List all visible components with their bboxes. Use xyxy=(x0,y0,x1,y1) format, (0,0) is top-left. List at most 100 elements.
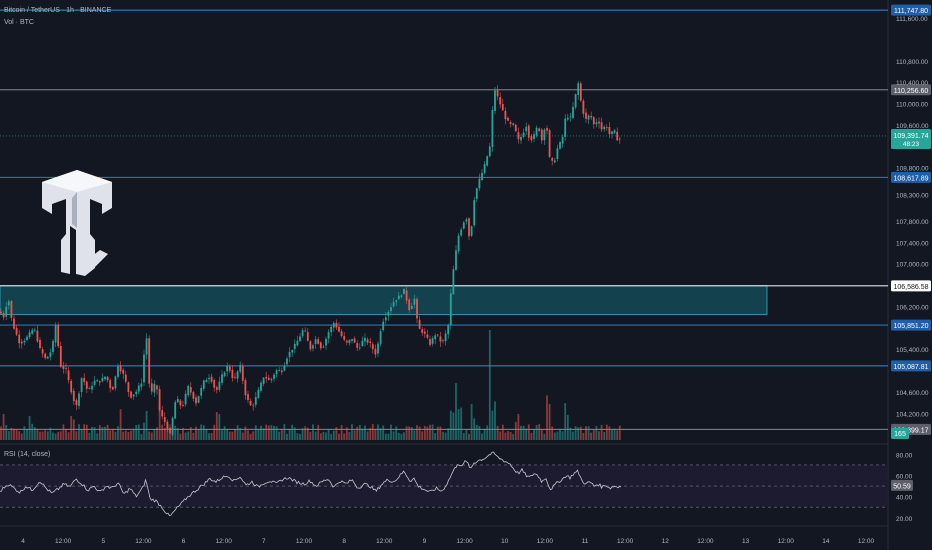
candle[interactable] xyxy=(262,377,265,384)
candle[interactable] xyxy=(283,365,286,371)
candle[interactable] xyxy=(408,299,411,311)
candle[interactable] xyxy=(499,97,502,105)
candle[interactable] xyxy=(36,330,39,342)
volume-legend[interactable]: Vol · BTC xyxy=(4,19,34,26)
candle[interactable] xyxy=(26,336,28,340)
candle[interactable] xyxy=(447,325,450,335)
candle[interactable] xyxy=(403,288,405,294)
candle[interactable] xyxy=(390,307,392,312)
candle[interactable] xyxy=(595,122,598,125)
candle[interactable] xyxy=(569,116,572,118)
candle[interactable] xyxy=(470,226,473,236)
candle[interactable] xyxy=(161,410,164,417)
candle[interactable] xyxy=(127,382,130,393)
candle[interactable] xyxy=(434,335,437,340)
candle[interactable] xyxy=(140,383,143,387)
candle[interactable] xyxy=(608,126,611,135)
candle[interactable] xyxy=(322,346,325,348)
candle[interactable] xyxy=(574,94,577,108)
candle[interactable] xyxy=(556,148,559,160)
candle[interactable] xyxy=(231,370,234,379)
candle[interactable] xyxy=(257,389,260,398)
candle[interactable] xyxy=(351,339,353,341)
candle[interactable] xyxy=(504,110,507,120)
candle[interactable] xyxy=(566,117,569,120)
candle[interactable] xyxy=(421,329,424,333)
candle[interactable] xyxy=(605,127,608,129)
candle[interactable] xyxy=(384,317,387,321)
candle[interactable] xyxy=(327,332,330,339)
candle[interactable] xyxy=(208,377,210,380)
candle[interactable] xyxy=(171,417,174,435)
candle[interactable] xyxy=(465,219,468,222)
candle[interactable] xyxy=(561,136,564,144)
candle[interactable] xyxy=(153,383,156,393)
candle[interactable] xyxy=(41,349,44,354)
candle[interactable] xyxy=(374,348,377,355)
candle[interactable] xyxy=(410,305,413,309)
candle[interactable] xyxy=(192,392,195,399)
candle[interactable] xyxy=(538,128,541,131)
candle[interactable] xyxy=(483,164,486,173)
candle[interactable] xyxy=(33,329,36,331)
candle[interactable] xyxy=(325,338,327,346)
candle[interactable] xyxy=(96,380,99,382)
candle[interactable] xyxy=(101,378,104,382)
candle[interactable] xyxy=(280,370,283,373)
candle[interactable] xyxy=(218,381,221,390)
candle[interactable] xyxy=(397,295,400,300)
candle[interactable] xyxy=(358,347,361,349)
candle[interactable] xyxy=(551,157,554,161)
candle[interactable] xyxy=(267,377,270,380)
price-pane[interactable] xyxy=(0,0,889,550)
candle[interactable] xyxy=(23,340,26,343)
candle[interactable] xyxy=(10,301,13,318)
candle[interactable] xyxy=(512,123,515,125)
candle[interactable] xyxy=(296,340,299,346)
candle[interactable] xyxy=(603,126,606,130)
rsi-line[interactable] xyxy=(0,451,622,517)
candle[interactable] xyxy=(169,427,171,434)
candle[interactable] xyxy=(439,336,442,342)
candle[interactable] xyxy=(244,380,247,396)
candle[interactable] xyxy=(200,387,203,396)
candle[interactable] xyxy=(7,301,10,306)
candle[interactable] xyxy=(309,341,312,350)
candle[interactable] xyxy=(444,333,447,342)
candle[interactable] xyxy=(317,339,320,344)
candle[interactable] xyxy=(395,300,398,302)
candle[interactable] xyxy=(462,222,465,229)
candle[interactable] xyxy=(382,321,385,330)
candle[interactable] xyxy=(600,122,603,130)
candle[interactable] xyxy=(312,345,314,349)
candle[interactable] xyxy=(579,83,582,101)
candle[interactable] xyxy=(288,351,291,358)
candle[interactable] xyxy=(286,358,288,365)
candle[interactable] xyxy=(413,298,416,305)
candle[interactable] xyxy=(93,380,96,385)
candle[interactable] xyxy=(525,126,528,132)
candle[interactable] xyxy=(197,396,200,403)
candle[interactable] xyxy=(611,131,613,134)
candle[interactable] xyxy=(252,405,255,407)
candle[interactable] xyxy=(265,376,268,379)
candle[interactable] xyxy=(514,124,517,132)
candle[interactable] xyxy=(319,342,322,349)
candle[interactable] xyxy=(392,302,395,307)
candle[interactable] xyxy=(457,235,460,252)
candle[interactable] xyxy=(182,405,184,406)
candle[interactable] xyxy=(275,370,278,375)
candle[interactable] xyxy=(379,331,382,344)
candle[interactable] xyxy=(215,387,218,390)
candle[interactable] xyxy=(553,160,556,163)
candle[interactable] xyxy=(330,326,333,333)
candle[interactable] xyxy=(132,394,135,397)
candle[interactable] xyxy=(13,318,15,329)
candle[interactable] xyxy=(254,396,257,405)
candle[interactable] xyxy=(223,372,226,376)
candle[interactable] xyxy=(174,402,177,419)
candle[interactable] xyxy=(49,352,52,357)
candle[interactable] xyxy=(478,178,481,189)
candle[interactable] xyxy=(301,330,304,336)
